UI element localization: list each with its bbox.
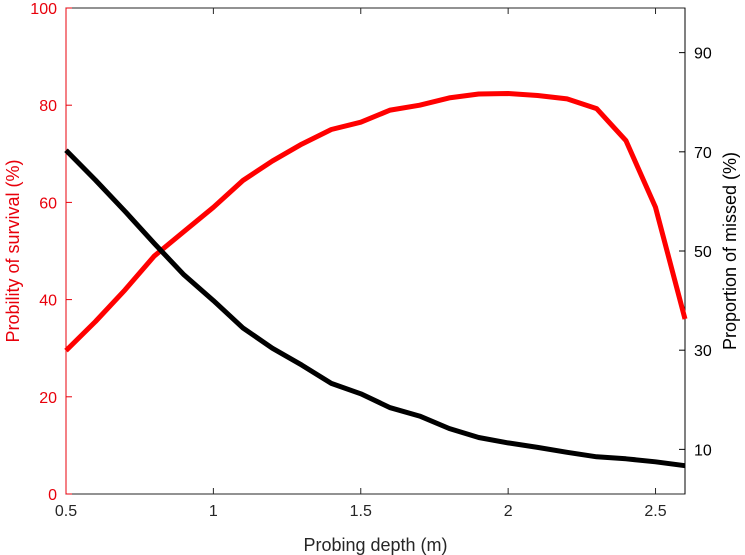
right-y-axis-title: Proportion of missed (%): [720, 152, 740, 350]
series-layer: [64, 91, 688, 469]
right-y-tick-label: 50: [694, 244, 712, 261]
x-tick-label: 0.5: [55, 503, 77, 520]
right-y-tick-label: 70: [694, 145, 712, 162]
right-y-axis: 10 30 50 70 90: [679, 8, 712, 494]
right-y-tick-label: 30: [694, 343, 712, 360]
left-y-tick-label: 20: [39, 390, 57, 407]
x-tick-label: 2.5: [644, 503, 666, 520]
left-y-axis-title: Probility of survival (%): [3, 159, 23, 342]
x-tick-label: 1: [209, 503, 218, 520]
left-y-tick-label: 40: [39, 293, 57, 310]
left-y-tick-label: 80: [39, 98, 57, 115]
left-y-tick-label: 100: [30, 1, 57, 18]
x-axis: 0.5 1 1.5 2 2.5: [55, 8, 667, 520]
right-y-tick-label: 90: [694, 46, 712, 63]
x-tick-label: 1.5: [350, 503, 372, 520]
left-y-tick-label: 60: [39, 195, 57, 212]
right-y-tick-label: 10: [694, 442, 712, 459]
survival-probability-line: [64, 91, 688, 353]
x-axis-title: Probing depth (m): [303, 535, 447, 555]
left-y-axis: 0 20 40 60 80 100: [30, 1, 72, 504]
left-y-tick-label: 0: [48, 487, 57, 504]
x-tick-label: 2: [504, 503, 513, 520]
missed-proportion-line: [64, 148, 686, 469]
